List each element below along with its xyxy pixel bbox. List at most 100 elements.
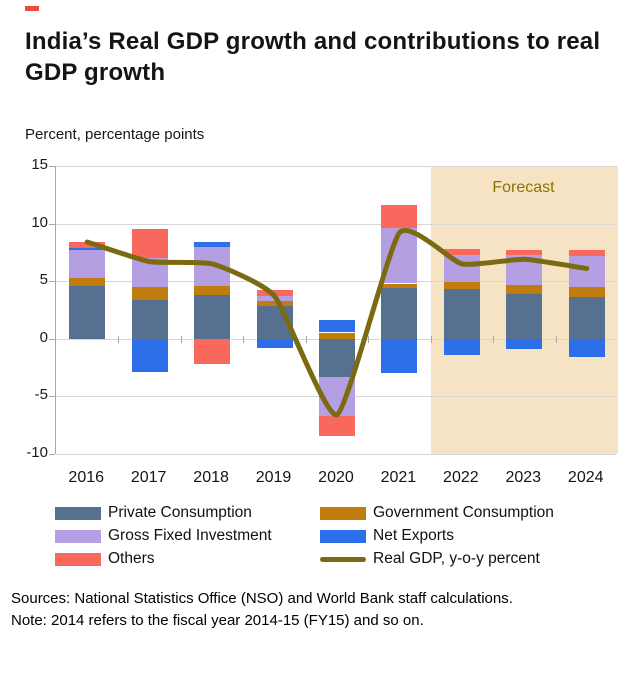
legend-label: Private Consumption (108, 504, 252, 521)
plot-area (55, 166, 618, 455)
bar-2023-net-exports (506, 338, 543, 350)
real-gdp-line-path (84, 228, 590, 418)
x-tick-mark (118, 335, 120, 343)
footer: Sources: National Statistics Office (NSO… (11, 588, 626, 632)
y-tick-mark (49, 454, 55, 455)
legend-item-private-consumption: Private Consumption (55, 504, 320, 522)
legend-label: Government Consumption (373, 504, 554, 521)
bar-2021-private-consumption (381, 287, 418, 339)
bar-2018-private-consumption (194, 295, 231, 339)
x-axis-label-2016: 2016 (68, 469, 105, 486)
bar-2016-others (69, 242, 106, 248)
bar-2024-government-consumption (568, 287, 605, 297)
bar-2018-others (194, 338, 231, 365)
bar-2019-net-exports (256, 338, 293, 348)
bar-2018-net-exports (194, 242, 231, 247)
y-tick-label: 10 (31, 213, 48, 231)
x-tick-mark (430, 335, 432, 343)
bar-2017-net-exports (131, 338, 168, 373)
real-gdp-line (84, 228, 590, 418)
forecast-label: Forecast (492, 179, 555, 196)
y-tick-mark (49, 281, 55, 283)
y-tick-mark (49, 223, 55, 225)
legend-item-others: Others (55, 550, 320, 568)
gridline-10 (56, 223, 616, 225)
bar-2017-others (131, 228, 168, 258)
bar-2024-others (568, 250, 605, 257)
x-axis-label-2023: 2023 (505, 469, 542, 486)
legend-item-net-exports: Net Exports (320, 527, 600, 545)
bar-2016-net-exports (69, 247, 106, 251)
legend-label: Real GDP, y-o-y percent (373, 550, 540, 567)
bar-2020-government-consumption (319, 332, 355, 339)
bar-2022-others (443, 248, 480, 255)
legend-label: Others (108, 550, 155, 567)
legend-label: Gross Fixed Investment (108, 527, 272, 544)
gdp-chart: 15 10 5 0 -5 -10 Forecast 2016 2017 2018 2019 202… (26, 156, 618, 487)
y-tick-label: 5 (39, 271, 48, 289)
bar-2021-government-consumption (381, 283, 418, 288)
bar-2019-government-consumption (256, 300, 293, 306)
bar-2022-government-consumption (443, 282, 480, 290)
legend-label: Net Exports (373, 527, 454, 544)
x-axis-label-2017: 2017 (130, 469, 167, 486)
legend-color-swatch (55, 506, 101, 520)
x-tick-mark (243, 335, 245, 343)
bar-2024-private-consumption (568, 296, 605, 339)
chart-legend: Private Consumption Government Consumptio… (55, 504, 600, 568)
x-axis-label-2021: 2021 (380, 469, 417, 486)
x-tick-mark (493, 335, 495, 343)
legend-color-swatch (55, 552, 101, 566)
axis-units-label: Percent, percentage points (25, 126, 205, 143)
bar-2022-net-exports (443, 338, 480, 355)
y-tick-mark (49, 166, 55, 167)
x-tick-mark (180, 335, 182, 343)
footer-note: Note: 2014 refers to the fiscal year 201… (11, 612, 424, 629)
bar-2023-private-consumption (506, 294, 543, 339)
legend-item-gross-fixed-investment: Gross Fixed Investment (55, 527, 320, 545)
footer-sources: Sources: National Statistics Office (NSO… (11, 590, 513, 607)
bar-2017-private-consumption (131, 299, 168, 339)
y-tick-label: -5 (34, 386, 48, 404)
bar-2021-others (381, 205, 418, 229)
y-tick-label: -10 (26, 444, 48, 461)
bar-2023-others (506, 249, 543, 255)
legend-color-swatch (55, 529, 101, 543)
page-title: India’s Real GDP growth and contribution… (25, 28, 601, 86)
x-axis-labels: 2016 2017 2018 2019 2020 2021 2022 2023 2024 (55, 469, 617, 487)
bar-2021-net-exports (381, 338, 418, 374)
bar-2024-net-exports (568, 338, 605, 357)
x-axis-label-2019: 2019 (255, 469, 292, 486)
x-tick-mark (555, 335, 557, 343)
bar-2016-private-consumption (69, 285, 106, 339)
x-axis-label-2024: 2024 (567, 469, 604, 486)
bar-2017-government-consumption (131, 287, 168, 300)
legend-color-swatch (320, 506, 366, 520)
corner-accent-mark (25, 6, 39, 11)
legend-line-swatch (320, 556, 366, 562)
gridline--10 (56, 454, 616, 455)
bar-2016-gross-fixed-investment (69, 250, 106, 278)
bar-2016-government-consumption (69, 277, 106, 286)
bar-2024-gross-fixed-investment (568, 256, 605, 287)
y-tick-mark (49, 338, 55, 340)
x-tick-mark (305, 335, 307, 343)
x-axis-label-2022: 2022 (443, 469, 479, 486)
gridline-5 (56, 281, 616, 283)
bar-2018-government-consumption (194, 285, 231, 295)
bar-2020-net-exports (319, 320, 355, 333)
gridline-15 (56, 166, 616, 167)
legend-color-swatch (320, 529, 366, 543)
bar-2020-others (319, 416, 355, 437)
bar-2023-government-consumption (506, 285, 543, 295)
x-axis-label-2020: 2020 (318, 469, 354, 486)
bar-2020-private-consumption (319, 338, 355, 378)
x-axis-label-2018: 2018 (193, 469, 229, 486)
y-tick-mark (49, 396, 55, 398)
legend-item-real-gdp-y-o-y-percent: Real GDP, y-o-y percent (320, 550, 600, 568)
y-tick-label: 0 (39, 328, 48, 346)
x-tick-mark (368, 335, 370, 343)
legend-item-government-consumption: Government Consumption (320, 504, 600, 522)
bar-2022-private-consumption (443, 289, 480, 339)
y-tick-label: 15 (31, 156, 48, 173)
